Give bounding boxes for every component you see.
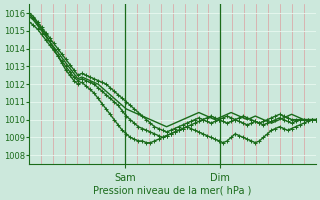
X-axis label: Pression niveau de la mer( hPa ): Pression niveau de la mer( hPa ) [93, 186, 252, 196]
